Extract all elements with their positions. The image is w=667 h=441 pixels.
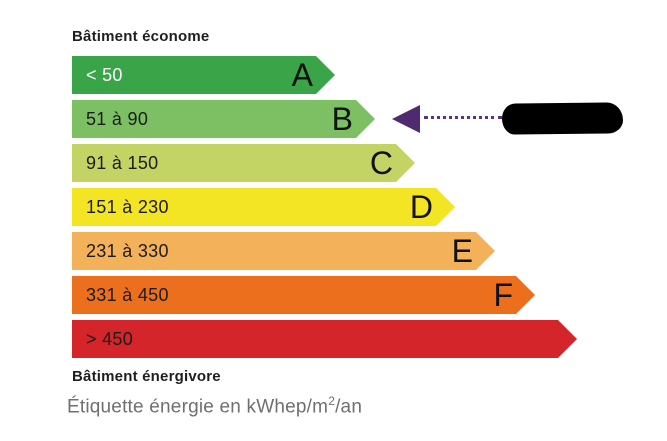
- energy-range-b: 51 à 90: [86, 109, 149, 129]
- energy-bar-f: 331 à 450 F: [72, 276, 535, 314]
- energy-range-e: 231 à 330: [86, 241, 169, 261]
- grade-letter-f: F: [493, 276, 513, 313]
- grade-letter-c: C: [369, 144, 393, 181]
- energy-bar-e: 231 à 330 E: [72, 232, 495, 270]
- class-indicator-arrow-icon: [392, 105, 420, 133]
- energy-range-c: 91 à 150: [86, 153, 159, 173]
- energy-bar-b: 51 à 90 B: [72, 100, 375, 138]
- energy-range-a: < 50: [86, 65, 123, 85]
- caption-superscript: 2: [328, 394, 336, 408]
- grade-letter-e: E: [451, 232, 473, 269]
- redacted-value-blob: [501, 102, 624, 135]
- energy-range-g: > 450: [86, 329, 134, 349]
- energy-bar-c: 91 à 150 C: [72, 144, 415, 182]
- energy-label-caption: Étiquette énergie en kWhep/m2/an: [67, 394, 362, 418]
- energy-bar-g: > 450: [72, 320, 577, 358]
- caption-text: Étiquette énergie en kWhep/m: [67, 396, 329, 418]
- caption-suffix: /an: [335, 396, 363, 418]
- energy-range-f: 331 à 450: [86, 285, 169, 305]
- energy-bar-a: < 50 A: [72, 56, 335, 94]
- economical-building-label: Bâtiment économe: [72, 28, 210, 45]
- grade-letter-b: B: [331, 100, 353, 137]
- grade-letter-a: A: [291, 56, 313, 93]
- indicator-dotted-line: [424, 116, 502, 119]
- energy-bar-d: 151 à 230 D: [72, 188, 455, 226]
- grade-letter-d: D: [409, 188, 433, 225]
- energy-guzzling-building-label: Bâtiment énergivore: [72, 368, 221, 385]
- energy-range-d: 151 à 230: [86, 197, 169, 217]
